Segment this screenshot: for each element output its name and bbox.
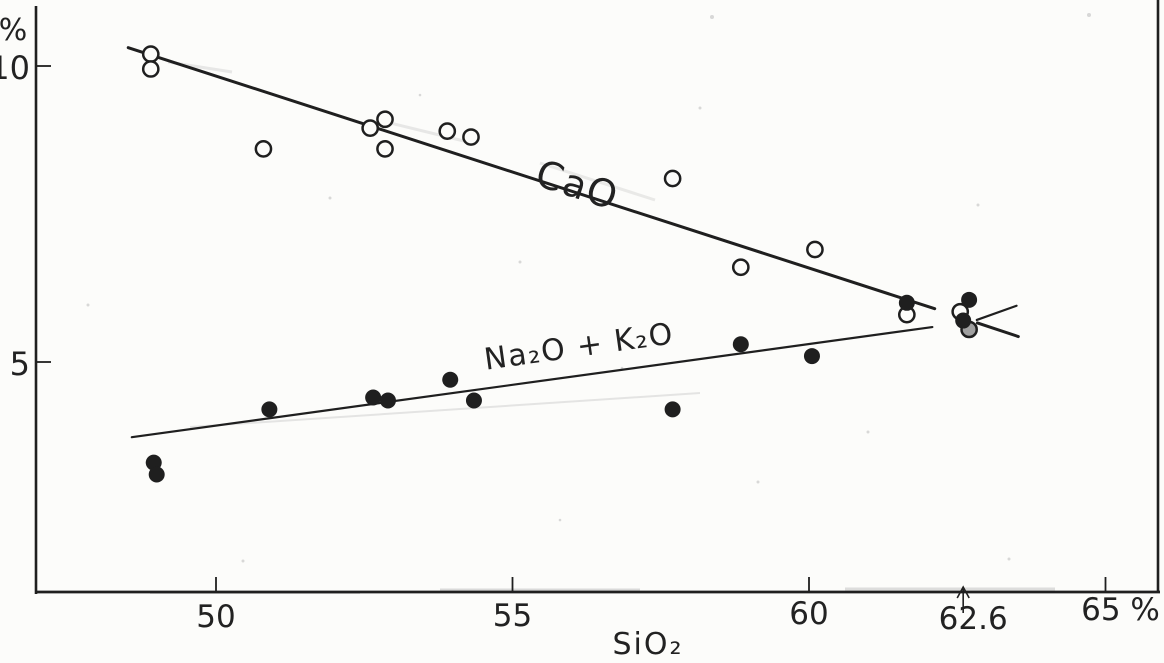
trend-line-na2o-k2o: [975, 304, 1018, 322]
y-tick-label: 10: [0, 49, 30, 87]
data-point-na2o-k2o: [955, 312, 972, 329]
scan-noise: [976, 203, 980, 207]
data-point-cao: [376, 140, 394, 158]
scan-noise: [539, 161, 656, 202]
data-point-na2o-k2o: [365, 389, 382, 406]
scan-noise: [518, 260, 522, 264]
y-axis-unit-label: %: [0, 13, 27, 48]
scan-noise: [698, 106, 702, 110]
data-point-cao: [438, 122, 457, 140]
data-point-na2o-k2o: [803, 348, 820, 365]
scan-noise: [86, 303, 90, 307]
data-point-cao: [141, 45, 160, 64]
x-tick-label: 60: [789, 596, 828, 632]
scan-noise: [558, 518, 562, 522]
scan-noise: [1087, 13, 1091, 17]
annotation-arrowhead: [956, 585, 970, 599]
x-axis-title: SiO₂: [612, 627, 683, 662]
trend-line-cao: [126, 46, 937, 311]
data-point-cao: [376, 110, 394, 129]
data-point-na2o-k2o: [379, 392, 396, 409]
x-tick-label: 55: [493, 598, 532, 634]
x-tick-label: 65 %: [1081, 592, 1160, 628]
scan-noise: [418, 93, 422, 97]
data-point-na2o-k2o: [664, 401, 681, 418]
trend-line-na2o-k2o: [130, 325, 934, 439]
data-point-na2o-k2o: [261, 401, 278, 418]
data-point-na2o-k2o: [442, 371, 459, 388]
data-point-cao: [254, 140, 273, 158]
data-point-cao: [462, 128, 480, 146]
annotation-label: 62.6: [939, 601, 1008, 637]
data-point-na2o-k2o: [148, 466, 165, 483]
data-point-cao: [731, 258, 750, 277]
data-point-na2o-k2o: [961, 291, 978, 308]
scan-noise: [189, 392, 701, 428]
x-tick-label: 50: [196, 599, 235, 635]
scan-noise: [756, 480, 760, 484]
data-point-cao: [663, 169, 682, 188]
data-point-cao: [361, 119, 380, 138]
scan-noise: [710, 15, 714, 19]
data-point-na2o-k2o: [465, 392, 482, 409]
scan-noise: [377, 118, 469, 144]
series-label-cao: CaO: [530, 151, 624, 219]
data-point-na2o-k2o: [898, 294, 915, 311]
scan-noise: [241, 559, 245, 563]
data-point-cao: [806, 240, 824, 259]
series-label-na2o-k2o: Na₂O + K₂O: [482, 316, 676, 377]
data-point-na2o-k2o: [732, 336, 749, 353]
y-tick-label: 5: [10, 345, 30, 383]
scan-noise: [866, 430, 870, 434]
scan-noise: [328, 196, 332, 200]
trend-line-cao: [975, 321, 1020, 339]
scan-noise: [1007, 557, 1011, 561]
data-point-cao: [141, 60, 160, 78]
